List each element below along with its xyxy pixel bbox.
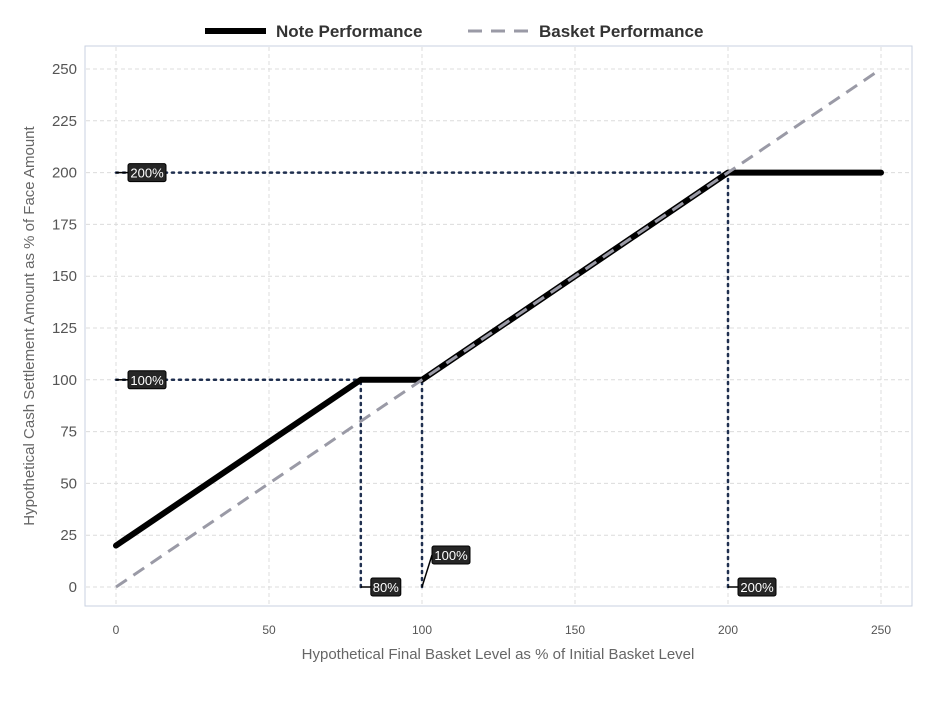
legend: Note Performance Basket Performance	[205, 22, 703, 41]
series-line-basket-performance	[115, 67, 882, 589]
annotation-text: 100%	[130, 373, 164, 388]
annotation-label: 100%	[116, 370, 167, 390]
annotation-box	[431, 545, 471, 565]
y-tick-label: 225	[52, 113, 77, 130]
annotation-box	[370, 577, 402, 597]
y-tick-label: 50	[60, 475, 77, 492]
y-tick-label: 0	[69, 579, 77, 596]
y-tick-label: 250	[52, 61, 77, 78]
annotation-label: 200%	[116, 163, 167, 183]
x-tick-label: 200	[718, 623, 738, 637]
annotation-label: 200%	[728, 577, 777, 597]
annotation-box	[737, 577, 777, 597]
x-tick-label: 0	[113, 623, 120, 637]
annotation-box	[127, 163, 167, 183]
x-tick-label: 150	[565, 623, 585, 637]
x-axis-title: Hypothetical Final Basket Level as % of …	[302, 646, 695, 663]
y-tick-label: 100	[52, 372, 77, 389]
x-tick-label: 250	[871, 623, 891, 637]
annotation-box	[127, 370, 167, 390]
annotation-text: 100%	[434, 548, 468, 563]
legend-label-note-performance: Note Performance	[276, 22, 422, 41]
y-tick-label: 175	[52, 216, 77, 233]
annotation-text: 200%	[130, 166, 164, 181]
x-tick-label: 50	[262, 623, 276, 637]
annotations: 200% 100% 80% 100% 200%	[116, 163, 777, 597]
y-axis-title: Hypothetical Cash Settlement Amount as %…	[21, 125, 38, 525]
grid	[86, 47, 911, 605]
axis-ticks: 0 50 100 150 200 250 0 25 50 75 100 125 150 175 200 225…	[52, 61, 891, 637]
legend-label-basket-performance: Basket Performance	[539, 22, 703, 41]
series	[113, 67, 884, 589]
y-tick-label: 25	[60, 527, 77, 544]
annotation-label: 100%	[421, 545, 471, 588]
y-tick-label: 200	[52, 165, 77, 182]
annotation-leader	[421, 554, 433, 588]
y-tick-label: 150	[52, 268, 77, 285]
annotation-text: 200%	[740, 580, 774, 595]
y-tick-label: 75	[60, 424, 77, 441]
annotation-label: 80%	[360, 577, 402, 597]
annotation-text: 80%	[373, 580, 399, 595]
x-tick-label: 100	[412, 623, 432, 637]
y-tick-label: 125	[52, 320, 77, 337]
